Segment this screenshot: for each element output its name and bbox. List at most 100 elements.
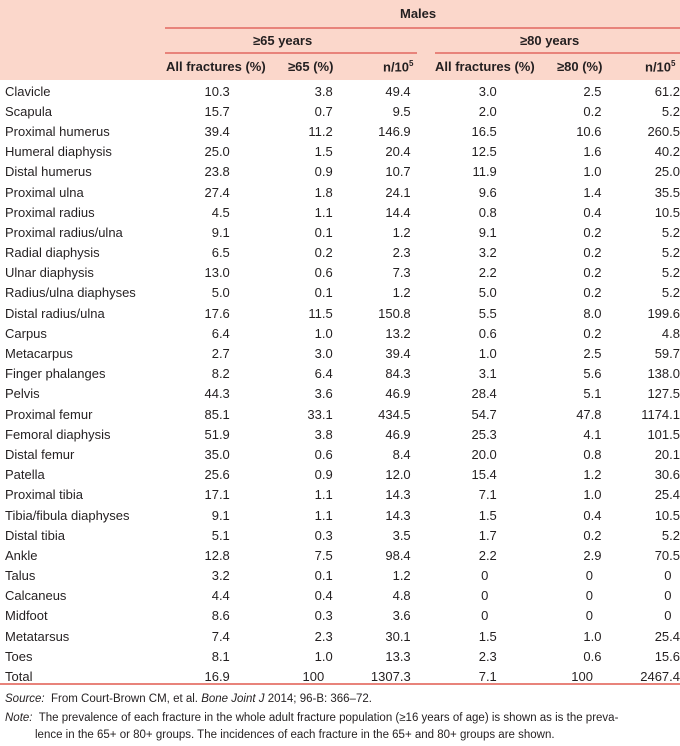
row-label: Midfoot: [5, 608, 48, 624]
cell-value: 7.1: [478, 669, 497, 685]
row-label: Radial diaphysis: [5, 245, 100, 261]
cell-value: 3.8: [314, 83, 333, 99]
cell-value: 0: [481, 588, 489, 604]
cell-value: 39.4: [204, 123, 230, 139]
cell-value: 0: [664, 588, 672, 604]
row-label: Scapula: [5, 103, 52, 119]
cell-value: 3.6: [392, 608, 411, 624]
cell-value: 23.8: [204, 164, 230, 180]
table-row: Proximal tibia 17.1 1.1 14.3 7.1 1.0 25.4: [0, 485, 680, 505]
cell-value: 3.2: [478, 245, 497, 261]
cell-value: 0.3: [314, 608, 333, 624]
cell-value: 5.2: [661, 224, 680, 240]
cell-value: 0.6: [583, 648, 602, 664]
cell-value: 0.1: [314, 568, 333, 584]
cell-value: 434.5: [378, 406, 411, 422]
cell-value: 0.1: [314, 224, 333, 240]
subgroup-80: ≥80 years: [520, 33, 580, 48]
cell-value: 13.3: [385, 648, 411, 664]
table-row: Metacarpus 2.7 3.0 39.4 1.0 2.5 59.7: [0, 343, 680, 363]
cell-value: 7.3: [392, 265, 411, 281]
cell-value: 5.6: [583, 366, 602, 382]
col-header: All fractures (%): [435, 59, 535, 74]
cell-value: 1.1: [314, 204, 333, 220]
cell-value: 6.4: [211, 325, 230, 341]
cell-value: 1.2: [583, 467, 602, 483]
cell-value: 3.5: [392, 527, 411, 543]
row-label: Proximal tibia: [5, 487, 84, 503]
table-row: Midfoot 8.6 0.3 3.6 0 0 0: [0, 606, 680, 626]
table-row: Radial diaphysis 6.5 0.2 2.3 3.2 0.2 5.2: [0, 243, 680, 263]
cell-value: 4.8: [661, 325, 680, 341]
table-row: Ankle 12.8 7.5 98.4 2.2 2.9 70.5: [0, 545, 680, 565]
cell-value: 9.1: [211, 224, 230, 240]
row-label: Patella: [5, 467, 45, 483]
cell-value: 2.9: [583, 547, 602, 563]
row-label: Ankle: [5, 547, 38, 563]
cell-value: 25.4: [654, 628, 680, 644]
cell-value: 2.5: [583, 346, 602, 362]
cell-value: 20.1: [654, 446, 680, 462]
cell-value: 20.0: [471, 446, 497, 462]
subgroup-65: ≥65 years: [253, 33, 313, 48]
row-label: Clavicle: [5, 83, 51, 99]
row-label: Tibia/fibula diaphyses: [5, 507, 130, 523]
cell-value: 39.4: [385, 346, 411, 362]
cell-value: 0.4: [314, 588, 333, 604]
cell-value: 1174.1: [641, 406, 680, 422]
cell-value: 0.6: [314, 265, 333, 281]
cell-value: 3.0: [478, 83, 497, 99]
cell-value: 0: [664, 608, 672, 624]
cell-value: 0.2: [583, 325, 602, 341]
table-header: [0, 0, 680, 80]
cell-value: 138.0: [647, 366, 680, 382]
table-row: Proximal femur 85.1 33.1 434.5 54.7 47.8 1174.…: [0, 404, 680, 424]
cell-value: 5.0: [478, 285, 497, 301]
cell-value: 61.2: [654, 83, 680, 99]
cell-value: 59.7: [654, 346, 680, 362]
row-label: Radius/ulna diaphyses: [5, 285, 136, 301]
cell-value: 70.5: [654, 547, 680, 563]
cell-value: 1.0: [583, 487, 602, 503]
row-label: Ulnar diaphysis: [5, 265, 94, 281]
cell-value: 0.4: [583, 204, 602, 220]
table-row: Patella 25.6 0.9 12.0 15.4 1.2 30.6: [0, 465, 680, 485]
fracture-table: Clavicle 10.3 3.8 49.4 3.0 2.5 61.2 Scapula 15.7…: [0, 81, 680, 687]
cell-value: 100: [571, 669, 593, 685]
cell-value: 1.5: [478, 628, 497, 644]
cell-value: 15.6: [654, 648, 680, 664]
cell-value: 0.2: [583, 285, 602, 301]
table-row: Pelvis 44.3 3.6 46.9 28.4 5.1 127.5: [0, 384, 680, 404]
cell-value: 1.7: [478, 527, 497, 543]
cell-value: 98.4: [385, 547, 411, 563]
cell-value: 30.6: [654, 467, 680, 483]
cell-value: 12.0: [385, 467, 411, 483]
cell-value: 14.3: [385, 507, 411, 523]
table-row: Distal radius/ulna 17.6 11.5 150.8 5.5 8.0 199…: [0, 303, 680, 323]
cell-value: 4.1: [583, 426, 602, 442]
cell-value: 260.5: [647, 123, 680, 139]
table-row: Humeral diaphysis 25.0 1.5 20.4 12.5 1.6 40.2: [0, 142, 680, 162]
cell-value: 5.2: [661, 245, 680, 261]
cell-value: 0.9: [314, 467, 333, 483]
cell-value: 49.4: [385, 83, 411, 99]
cell-value: 3.6: [314, 386, 333, 402]
cell-value: 0: [585, 608, 593, 624]
cell-value: 8.2: [211, 366, 230, 382]
cell-value: 5.2: [661, 265, 680, 281]
cell-value: 13.2: [385, 325, 411, 341]
cell-value: 1.0: [314, 325, 333, 341]
table-row: Clavicle 10.3 3.8 49.4 3.0 2.5 61.2: [0, 81, 680, 101]
cell-value: 1.5: [478, 507, 497, 523]
cell-value: 85.1: [204, 406, 230, 422]
cell-value: 3.0: [314, 346, 333, 362]
row-label: Proximal radius: [5, 204, 95, 220]
header-rule: [165, 27, 680, 29]
cell-value: 0: [585, 588, 593, 604]
table-row: Ulnar diaphysis 13.0 0.6 7.3 2.2 0.2 5.2: [0, 263, 680, 283]
cell-value: 27.4: [204, 184, 230, 200]
cell-value: 25.3: [471, 426, 497, 442]
cell-value: 1.5: [314, 144, 333, 160]
row-label: Metacarpus: [5, 346, 73, 362]
cell-value: 1.0: [314, 648, 333, 664]
